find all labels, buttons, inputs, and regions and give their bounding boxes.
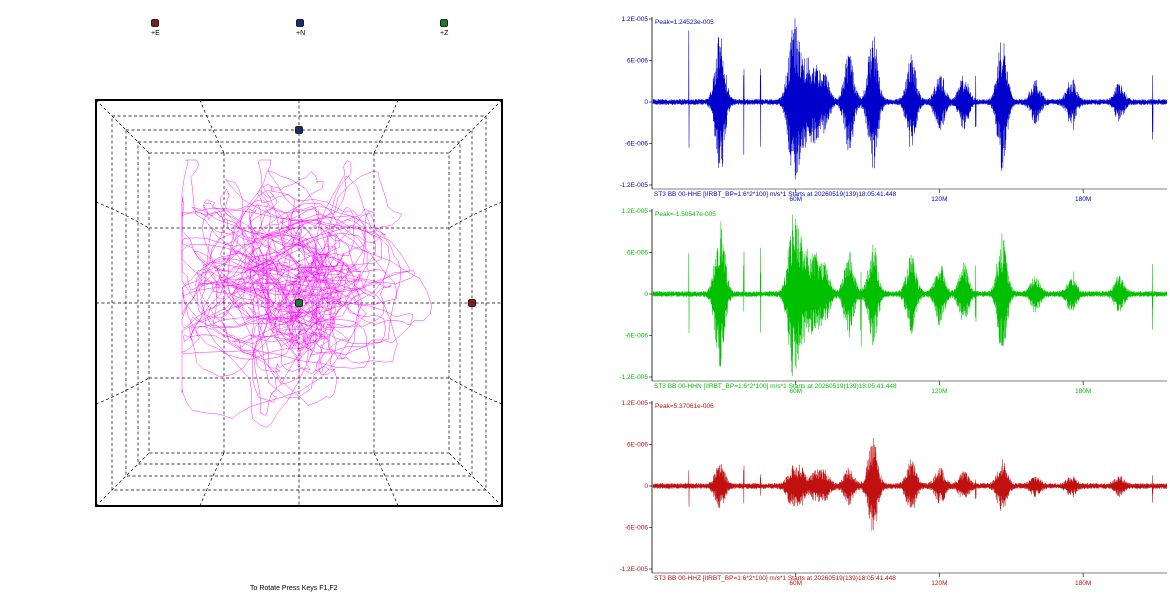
peak-label: Peak=5.37061e-006 <box>655 403 714 410</box>
x-tick-label: 180M <box>1075 388 1091 395</box>
particle-motion-trace <box>181 159 432 428</box>
y-tick-label: -1.2E-005 <box>619 374 648 381</box>
axis-marker-z <box>295 299 303 307</box>
y-tick-label: 6E-006 <box>627 442 648 449</box>
x-tick-label: 60M <box>789 580 802 587</box>
legend-marker-n <box>296 19 304 27</box>
channel-header: ST3 BB 00-HHZ [IIRBT_BP=1:6*2*100] m/s*1… <box>654 575 896 582</box>
x-tick-label: 180M <box>1075 580 1091 587</box>
waveform-hhn <box>652 214 1168 376</box>
channel-header: ST3 BB 00-HHN [IIRBT_BP=1:6*2*100] m/s*1… <box>654 383 897 390</box>
trace-panel-hhn[interactable]: 1.2E-005 6E-006 0 -6E-006 -1.2E-005 Peak=-1.5… <box>619 208 1168 395</box>
y-tick-label: -6E-006 <box>625 333 649 340</box>
trace-panel-hhz[interactable]: 1.2E-005 6E-006 0 -6E-006 -1.2E-005 Peak=5.37… <box>619 400 1168 587</box>
seismogram-panel[interactable]: 1.2E-005 6E-006 0 -6E-006 -1.2E-005 Peak=1.24… <box>600 0 1170 609</box>
y-tick-label: -1.2E-005 <box>619 566 648 573</box>
x-tick-label: 120M <box>931 388 947 395</box>
channel-header: ST3 BB 00-HHE [IIRBT_BP=1:6*2*100] m/s*1… <box>654 191 897 198</box>
y-tick-label: 6E-006 <box>627 250 648 257</box>
trace-panel-hhe[interactable]: 1.2E-005 6E-006 0 -6E-006 -1.2E-005 Peak=1.24… <box>619 16 1168 203</box>
y-tick-label: 1.2E-005 <box>622 16 649 23</box>
x-tick-label: 60M <box>789 388 802 395</box>
y-tick-label: -1.2E-005 <box>619 182 648 189</box>
particle-motion-plot[interactable]: +E +N +Z <box>0 0 600 609</box>
y-tick-label: 0 <box>644 99 648 106</box>
peak-label: Peak=1.24523e-005 <box>655 19 714 26</box>
y-tick-label: -6E-006 <box>625 141 649 148</box>
y-tick-label: 0 <box>644 483 648 490</box>
y-tick-label: 1.2E-005 <box>622 400 649 407</box>
legend-item-z: +Z <box>440 19 449 37</box>
x-tick-label: 120M <box>931 580 947 587</box>
rotate-hint: To Rotate Press Keys F1,F2 <box>250 585 338 592</box>
legend-item-e: +E <box>151 19 160 37</box>
legend-marker-z <box>440 19 448 27</box>
legend-item-n: +N <box>296 19 305 37</box>
y-tick-label: 0 <box>644 291 648 298</box>
axis-marker-n <box>295 126 303 134</box>
y-tick-label: 6E-006 <box>627 58 648 65</box>
peak-label: Peak=-1.50547e-005 <box>655 211 716 218</box>
legend: +E +N +Z <box>151 19 449 37</box>
legend-label-n: +N <box>296 30 305 37</box>
y-tick-label: 1.2E-005 <box>622 208 649 215</box>
legend-marker-e <box>151 19 159 27</box>
y-tick-label: -6E-006 <box>625 525 649 532</box>
waveform-hhz <box>652 437 1168 531</box>
x-tick-label: 180M <box>1075 196 1091 203</box>
legend-label-z: +Z <box>440 30 449 37</box>
box-grid <box>95 99 503 507</box>
waveform-hhe <box>652 18 1168 180</box>
legend-label-e: +E <box>151 30 160 37</box>
x-tick-label: 60M <box>789 196 802 203</box>
axis-marker-e <box>468 299 476 307</box>
x-tick-label: 120M <box>931 196 947 203</box>
